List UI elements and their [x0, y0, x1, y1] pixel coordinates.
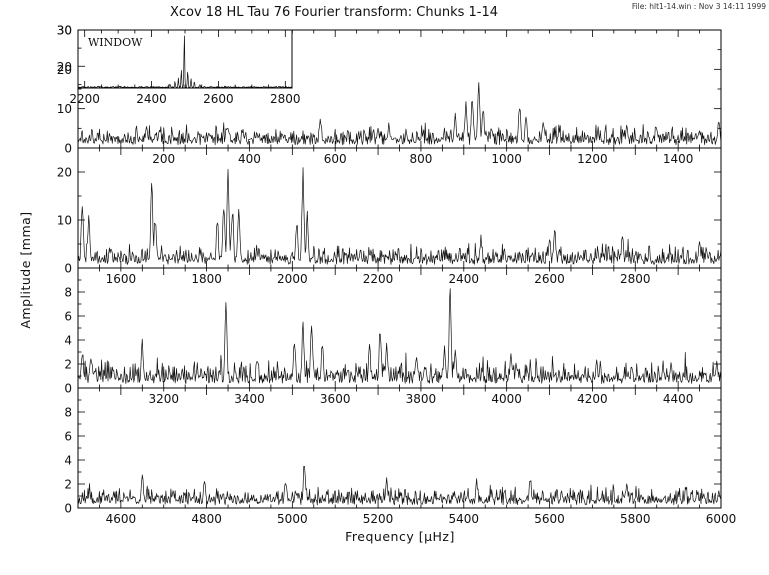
- panel-3-y-tick-label: 8: [64, 286, 72, 300]
- panel-2-x-tick-label: 2000: [277, 272, 308, 286]
- window-inset-y-tick-label: 20: [57, 60, 72, 74]
- panel-4-x-tick-label: 4800: [191, 512, 222, 526]
- panel-4-x-tick-label: 6000: [706, 512, 737, 526]
- y-axis-label: Amplitude [mma]: [18, 211, 33, 328]
- window-inset-series-line: [77, 35, 293, 89]
- panel-4-y-tick-label: 4: [64, 454, 72, 468]
- panel-2-y-tick-label: 0: [64, 262, 72, 276]
- panel-4-x-tick-label: 5800: [620, 512, 651, 526]
- window-inset-y-tick-label: 30: [57, 24, 72, 38]
- window-inset-x-tick-label: 2400: [136, 92, 167, 106]
- panel-3-x-tick-label: 3400: [234, 392, 265, 406]
- panel-3-x-tick-label: 3800: [406, 392, 437, 406]
- panel-4-y-tick-label: 6: [64, 430, 72, 444]
- panel-4-frame: [77, 387, 722, 509]
- panel-1-x-tick-label: 600: [324, 152, 347, 166]
- panel-1-x-tick-label: 800: [409, 152, 432, 166]
- panel-3-x-tick-label: 3600: [320, 392, 351, 406]
- panel-2: 1600 1800 2000 2200 2400 2600 2800 0 10 20: [57, 147, 722, 286]
- window-inset-x-tick-label: 2800: [270, 92, 301, 106]
- panel-4-y-tick-label: 0: [64, 502, 72, 516]
- panel-3-y-tick-label: 2: [64, 358, 72, 372]
- panel-3-x-tick-label: 4200: [577, 392, 608, 406]
- panel-1-y-tick-label: 30: [57, 24, 72, 38]
- panel-4-y-tick-label: 2: [64, 478, 72, 492]
- panel-4-x-tick-label: 5600: [534, 512, 565, 526]
- panel-1-x-tick-label: 1200: [577, 152, 608, 166]
- panel-1-series-line: [77, 82, 722, 146]
- panel-2-series-line: [77, 167, 722, 265]
- chart-title: Xcov 18 HL Tau 76 Fourier transform: Chu…: [170, 5, 498, 20]
- panel-4-x-tick-label: 5400: [449, 512, 480, 526]
- panel-3-y-tick-label: 6: [64, 310, 72, 324]
- panel-2-x-tick-label: 2200: [363, 272, 394, 286]
- panel-3: 3200 3400 3600 3800 4000 4200 4400 0 2 4 6 8: [64, 267, 722, 406]
- file-info: File: hlt1-14.win : Nov 3 14:11 1999: [632, 2, 766, 11]
- panel-2-frame: [77, 147, 722, 269]
- window-inset-x-tick-label: 2200: [69, 92, 100, 106]
- panel-1-x-tick-label: 400: [238, 152, 261, 166]
- panel-3-series-line: [77, 288, 722, 385]
- panel-2-x-tick-label: 2400: [449, 272, 480, 286]
- window-inset: 2200 2400 2600 2800 20 30 WINDOW: [57, 24, 301, 107]
- panel-2-x-tick-label: 1600: [106, 272, 137, 286]
- window-inset-label: WINDOW: [88, 36, 143, 49]
- panel-3-y-tick-label: 0: [64, 382, 72, 396]
- panel-2-y-tick-label: 10: [57, 214, 72, 228]
- panel-3-x-tick-label: 3200: [148, 392, 179, 406]
- panel-1-y-tick-label: 0: [64, 142, 72, 156]
- panel-4-series-line: [77, 466, 722, 506]
- panel-4-x-tick-label: 5000: [277, 512, 308, 526]
- x-axis-label: Frequency [μHz]: [345, 529, 455, 544]
- panel-2-x-tick-label: 2600: [534, 272, 565, 286]
- panel-3-x-tick-label: 4000: [491, 392, 522, 406]
- panel-2-y-tick-label: 20: [57, 166, 72, 180]
- panel-4-x-tick-label: 5200: [363, 512, 394, 526]
- panel-1-x-tick-label: 1000: [491, 152, 522, 166]
- panel-4-x-tick-label: 4600: [106, 512, 137, 526]
- panel-4-y-tick-label: 8: [64, 406, 72, 420]
- panel-3-y-tick-label: 4: [64, 334, 72, 348]
- panel-2-x-tick-label: 1800: [191, 272, 222, 286]
- panel-1-x-tick-label: 1400: [663, 152, 694, 166]
- panel-2-x-tick-label: 2800: [620, 272, 651, 286]
- panel-1-y-tick-label: 10: [57, 102, 72, 116]
- window-inset-x-tick-label: 2600: [203, 92, 234, 106]
- panel-1-x-tick-label: 200: [152, 152, 175, 166]
- panel-3-x-tick-label: 4400: [663, 392, 694, 406]
- panel-4: 4600 4800 5000 5200 5400 5600 5800 6000 0 2 4 6 8: [64, 387, 737, 526]
- panel-1-y-tick-label: 20: [57, 63, 72, 77]
